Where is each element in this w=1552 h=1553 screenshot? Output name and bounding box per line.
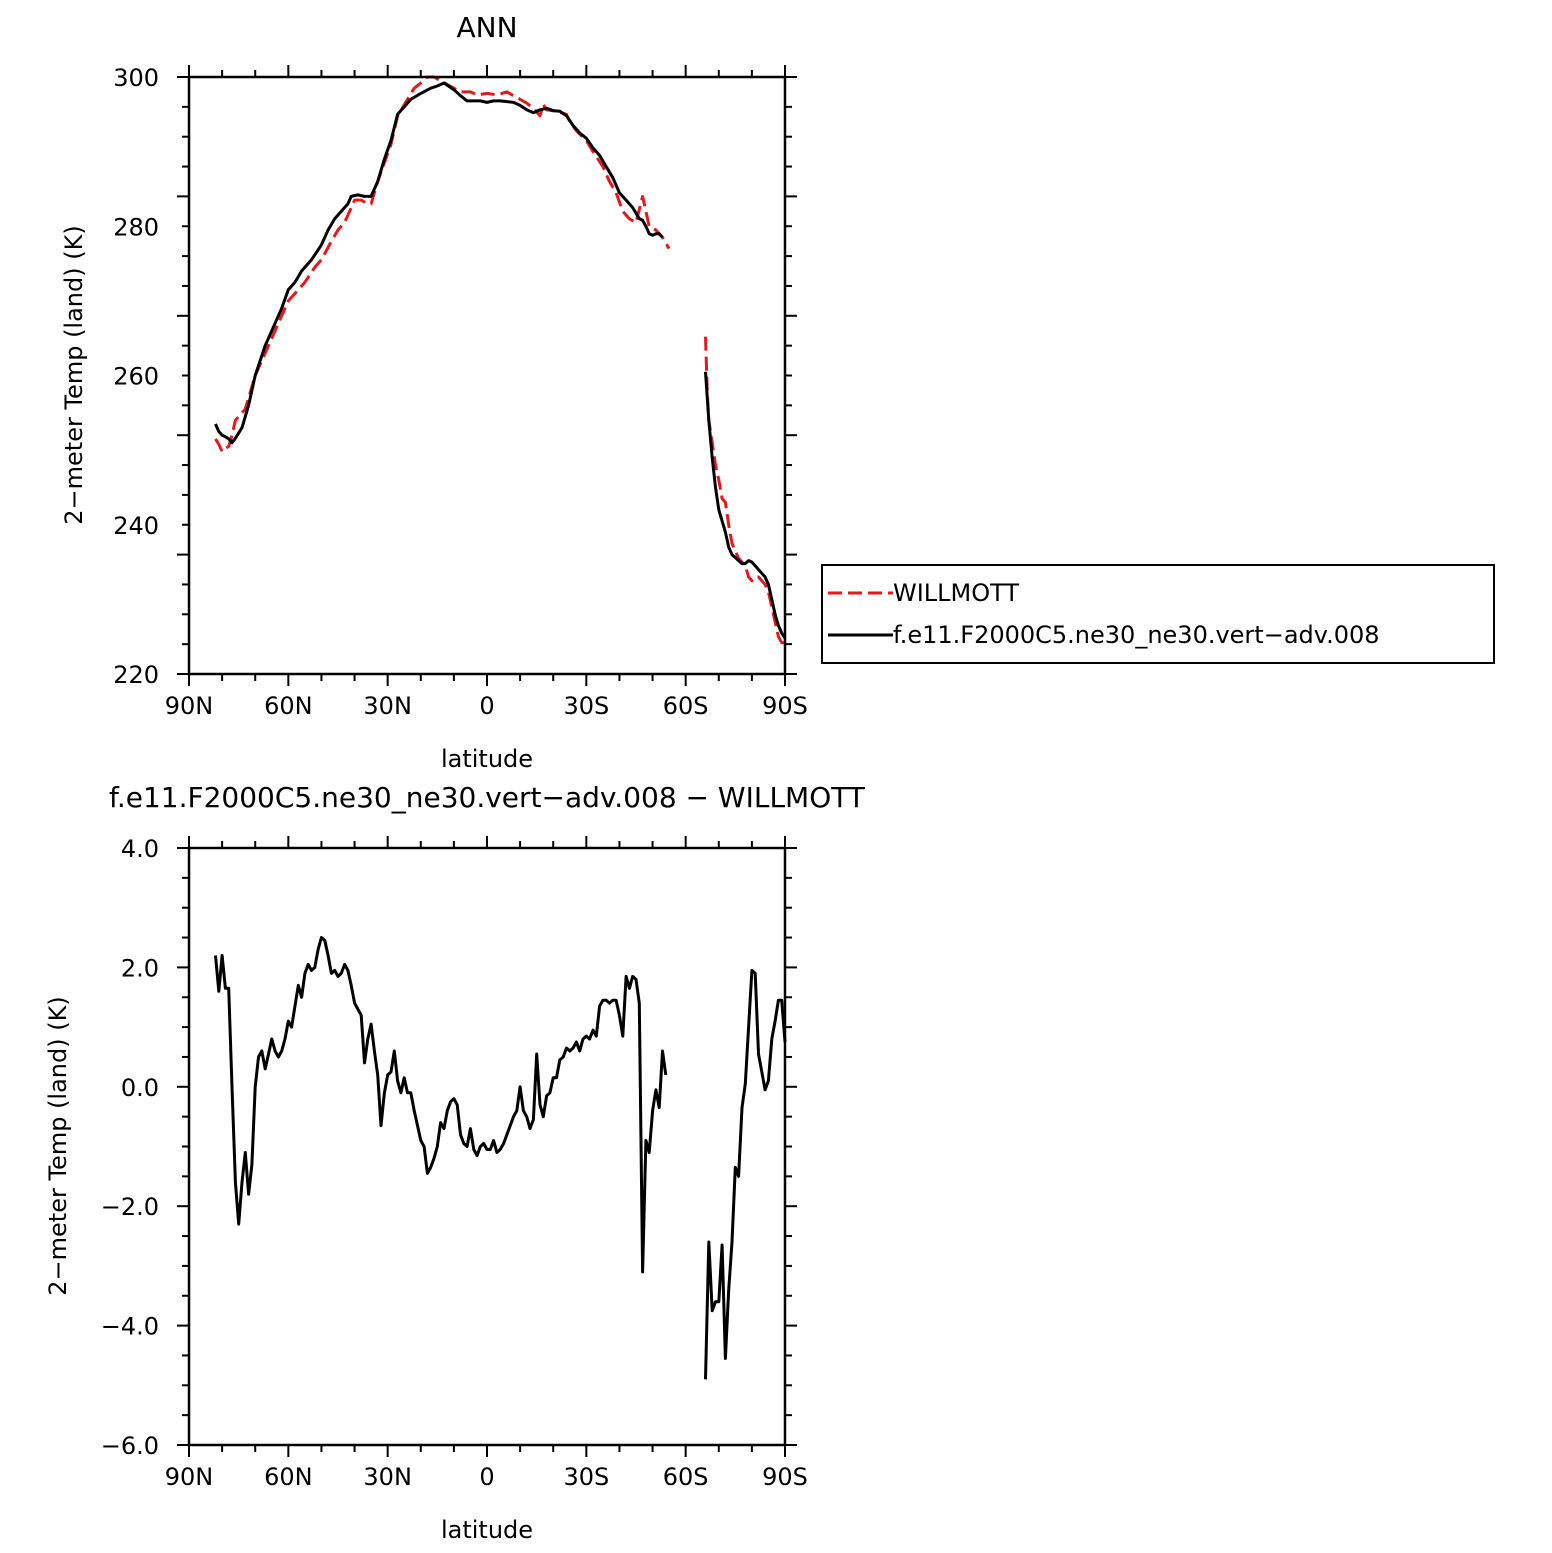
top-y-axis-label: 2−meter Temp (land) (K) bbox=[60, 225, 88, 524]
y-tick-label-top: 240 bbox=[113, 512, 159, 540]
y-tick-label-bottom: −2.0 bbox=[101, 1193, 159, 1221]
x-tick-label-top: 90N bbox=[165, 692, 214, 720]
x-tick-label-top: 30S bbox=[563, 692, 609, 720]
x-tick-label-bottom: 90S bbox=[762, 1463, 808, 1491]
top-series-lines bbox=[214, 75, 787, 645]
y-tick-label-top: 220 bbox=[113, 661, 159, 689]
legend: WILLMOTT f.e11.F2000C5.ne30_ne30.vert−ad… bbox=[821, 564, 1495, 664]
y-tick-label-bottom: 0.0 bbox=[121, 1074, 159, 1102]
x-tick-label-bottom: 0 bbox=[479, 1463, 494, 1491]
top-axis-ticks: 90N 60N 30N 0 30S 60S 90S 220 240 260 280 300 bbox=[113, 64, 808, 720]
series-line-bottom-0-segment-0 bbox=[214, 936, 668, 1274]
legend-box bbox=[821, 564, 1495, 664]
y-tick-label-bottom: −6.0 bbox=[101, 1432, 159, 1460]
bottom-y-axis-label: 2−meter Temp (land) (K) bbox=[44, 996, 72, 1295]
legend-label-model: f.e11.F2000C5.ne30_ne30.vert−adv.008 bbox=[893, 621, 1380, 649]
legend-label-willmott: WILLMOTT bbox=[893, 579, 1019, 607]
y-tick-label-bottom: 2.0 bbox=[121, 954, 159, 982]
bottom-axis-ticks: 90N 60N 30N 0 30S 60S 90S −6.0 −4.0 −2.0 0.0 2.0 4.0 bbox=[101, 835, 808, 1491]
top-chart-title: ANN bbox=[456, 11, 517, 44]
series-line-top-0-segment-1 bbox=[704, 336, 785, 645]
y-tick-label-bottom: 4.0 bbox=[121, 835, 159, 863]
series-line-top-1-segment-1 bbox=[704, 371, 787, 640]
x-tick-label-bottom: 60S bbox=[663, 1463, 709, 1491]
x-tick-label-top: 0 bbox=[479, 692, 494, 720]
bottom-series-lines bbox=[214, 936, 787, 1380]
top-x-axis-label: latitude bbox=[441, 745, 533, 773]
bottom-chart-title: f.e11.F2000C5.ne30_ne30.vert−adv.008 − W… bbox=[109, 781, 866, 814]
top-plot-frame bbox=[187, 75, 787, 676]
panel-bottom: f.e11.F2000C5.ne30_ne30.vert−adv.008 − W… bbox=[44, 781, 866, 1544]
x-tick-label-top: 90S bbox=[762, 692, 808, 720]
series-line-top-1-segment-0 bbox=[214, 81, 664, 445]
y-tick-label-top: 300 bbox=[113, 64, 159, 92]
y-tick-label-top: 260 bbox=[113, 363, 159, 391]
panel-top: ANN 90N 60N 30N 0 30S 60S 90S 220 240 260 280 300 2… bbox=[60, 11, 1495, 773]
bottom-x-axis-label: latitude bbox=[441, 1516, 533, 1544]
x-tick-label-top: 60S bbox=[663, 692, 709, 720]
y-tick-label-top: 280 bbox=[113, 213, 159, 241]
series-line-bottom-0-segment-1 bbox=[704, 968, 787, 1380]
series-line-top-0-segment-0 bbox=[214, 75, 671, 454]
x-tick-label-top: 60N bbox=[264, 692, 313, 720]
bottom-plot-frame bbox=[187, 846, 787, 1447]
x-tick-label-top: 30N bbox=[363, 692, 412, 720]
x-tick-label-bottom: 30N bbox=[363, 1463, 412, 1491]
y-tick-label-bottom: −4.0 bbox=[101, 1313, 159, 1341]
x-tick-label-bottom: 60N bbox=[264, 1463, 313, 1491]
x-tick-label-bottom: 30S bbox=[563, 1463, 609, 1491]
x-tick-label-bottom: 90N bbox=[165, 1463, 214, 1491]
